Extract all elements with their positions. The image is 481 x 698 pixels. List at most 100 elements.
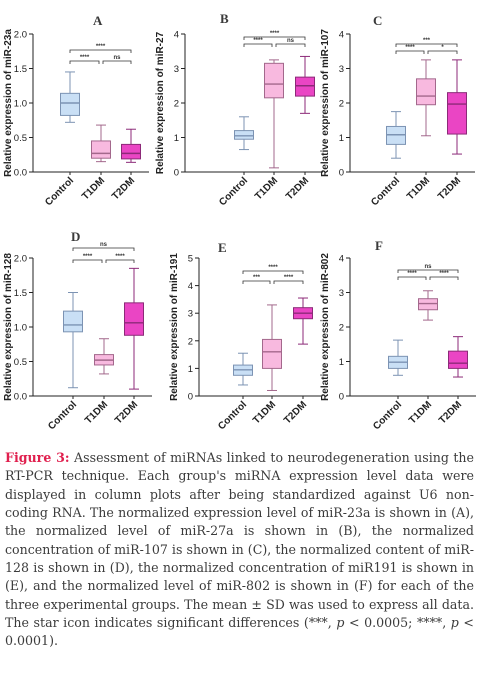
bracket-line (397, 276, 427, 280)
box-iqr (262, 338, 282, 369)
significance-bracket: **** (273, 275, 304, 284)
x-tick-label: T1DM (80, 175, 107, 202)
x-tick-label: T1DM (407, 399, 434, 426)
y-tick-label: 5 (188, 254, 193, 265)
significance-label: *** (423, 38, 431, 44)
box-control (234, 116, 254, 151)
y-tick-label: 4 (188, 281, 193, 292)
x-tick-label: Control (369, 175, 402, 208)
bracket-line (395, 43, 458, 47)
significance-label: ns (424, 264, 432, 270)
y-tick-label: 4 (174, 30, 179, 41)
significance-label: **** (284, 275, 294, 281)
caption-text-3: < 0.0001). (5, 615, 474, 649)
box-iqr (63, 310, 83, 333)
bracket-line (242, 280, 271, 284)
y-tick-label: 0.0 (14, 392, 27, 403)
y-axis-label: Relative expression of miR-107 (320, 29, 331, 177)
bracket-line (243, 43, 273, 47)
x-tick-label: Control (46, 399, 79, 432)
box-control (388, 339, 408, 376)
x-tick-label: T2DM (436, 175, 463, 202)
significance-label: ns (100, 242, 108, 248)
box-iqr (234, 130, 254, 140)
y-tick-label: 3 (174, 64, 179, 75)
x-tick-label: T2DM (113, 399, 140, 426)
significance-label: **** (115, 254, 125, 260)
box-t2dm (293, 297, 313, 345)
y-tick-label: 1 (339, 357, 344, 368)
bracket-line (275, 43, 306, 47)
bracket-line (395, 50, 425, 54)
x-tick-label: T2DM (282, 399, 309, 426)
bracket-line (427, 50, 458, 54)
x-tick-label: Control (371, 399, 404, 432)
significance-bracket: ns (397, 264, 459, 273)
y-tick-label: 2 (339, 323, 344, 334)
y-tick-label: 0.5 (14, 133, 27, 144)
significance-bracket: **** (105, 254, 135, 263)
significance-label: * (441, 45, 444, 51)
significance-bracket: **** (243, 38, 273, 47)
figure-caption: Figure 3: Assessment of miRNAs linked to… (5, 449, 474, 651)
box-t1dm (91, 124, 111, 163)
x-tick-label: T1DM (83, 399, 110, 426)
significance-bracket: ns (275, 38, 306, 47)
significance-label: ns (113, 55, 121, 61)
significance-bracket: **** (395, 45, 425, 54)
y-tick-label: 3 (339, 288, 344, 299)
x-tick-label: T2DM (284, 175, 311, 202)
panel-letter: E (218, 240, 227, 255)
panel-letter: A (93, 13, 103, 28)
significance-bracket: **** (242, 265, 304, 274)
caption-label: Figure 3: (5, 450, 70, 465)
y-tick-label: 0 (339, 168, 344, 179)
box-iqr (447, 92, 467, 135)
box-iqr (448, 350, 468, 369)
significance-bracket: ns (102, 55, 132, 64)
y-tick-label: 3 (339, 64, 344, 75)
bracket-line (243, 36, 306, 40)
box-iqr (416, 78, 436, 106)
box-iqr (121, 143, 141, 160)
x-tick-label: T2DM (437, 399, 464, 426)
box-control (386, 111, 406, 159)
y-tick-label: 0.0 (14, 168, 27, 179)
significance-bracket: **** (243, 31, 306, 40)
box-t1dm (418, 290, 438, 321)
box-t2dm (121, 128, 141, 163)
y-tick-label: 1.0 (14, 99, 27, 110)
significance-bracket: *** (242, 275, 271, 284)
x-tick-label: T1DM (405, 175, 432, 202)
panel-letter: F (375, 238, 383, 253)
box-t1dm (262, 304, 282, 391)
bracket-line (72, 247, 135, 251)
significance-bracket: **** (69, 44, 132, 53)
x-tick-label: Control (43, 175, 76, 208)
bracket-line (429, 276, 459, 280)
significance-label: **** (407, 271, 417, 277)
y-tick-label: 0 (339, 392, 344, 403)
box-iqr (295, 76, 315, 97)
y-tick-label: 2 (339, 99, 344, 110)
bracket-line (102, 60, 132, 64)
y-tick-label: 2.0 (14, 30, 27, 41)
y-tick-label: 2.0 (14, 254, 27, 265)
significance-label: *** (253, 275, 261, 281)
y-axis-label: Relative expression of miR-23a (3, 29, 14, 177)
panel-f: F 0 1 2 3 4 Relative expression of miR-802 Cont… (320, 238, 476, 432)
panel-letter: D (71, 229, 80, 244)
y-tick-label: 0 (188, 392, 193, 403)
bracket-line (69, 60, 100, 64)
significance-bracket: **** (429, 271, 459, 280)
y-axis-label: Relative expression of miR-802 (320, 253, 331, 401)
box-iqr (60, 92, 80, 116)
box-t1dm (94, 338, 114, 375)
caption-p-2: p (450, 615, 459, 631)
y-tick-label: 4 (339, 30, 344, 41)
y-tick-label: 4 (339, 254, 344, 265)
bracket-line (273, 280, 304, 284)
panel-letter: B (220, 11, 229, 26)
significance-label: **** (96, 44, 106, 50)
y-tick-label: 2 (174, 99, 179, 110)
